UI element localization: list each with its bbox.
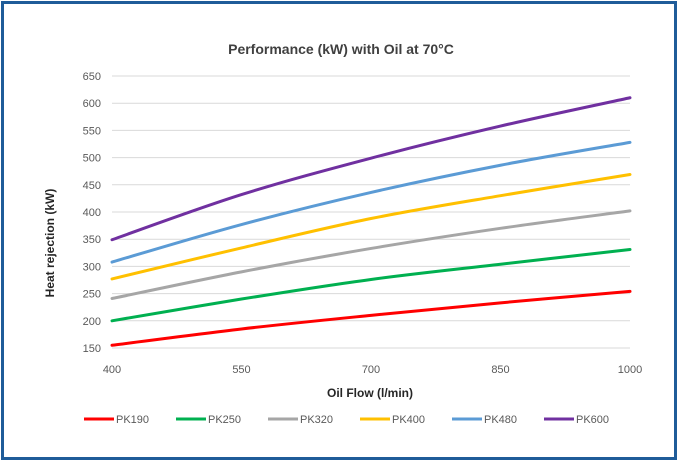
chart-title: Performance (kW) with Oil at 70°C — [228, 41, 454, 57]
x-tick-label: 1000 — [618, 364, 642, 376]
gridlines — [112, 75, 630, 349]
legend-label-pk600: PK600 — [576, 414, 609, 426]
legend: PK190 PK250 PK320 PK400 PK480 PK600 — [84, 414, 609, 426]
y-tick-label: 650 — [83, 71, 101, 83]
y-axis-ticks: 150 200 250 300 350 400 450 500 550 600 650 — [83, 71, 101, 355]
x-tick-label: 400 — [103, 364, 121, 376]
y-tick-label: 150 — [83, 343, 101, 355]
y-tick-label: 250 — [83, 289, 101, 301]
series-lines — [110, 96, 632, 347]
y-tick-label: 300 — [83, 261, 101, 273]
y-axis-title: Heat rejection (kW) — [43, 189, 57, 298]
y-tick-label: 350 — [83, 234, 101, 246]
y-tick-label: 400 — [83, 207, 101, 219]
series-line-pk250 — [110, 248, 632, 323]
legend-label-pk190: PK190 — [116, 414, 149, 426]
series-line-pk190 — [110, 289, 632, 347]
legend-label-pk320: PK320 — [300, 414, 333, 426]
series-line-pk400 — [110, 172, 632, 281]
legend-label-pk400: PK400 — [392, 414, 425, 426]
y-tick-label: 550 — [83, 125, 101, 137]
x-tick-label: 850 — [491, 364, 509, 376]
x-axis-ticks: 400 550 700 850 1000 — [103, 364, 642, 376]
y-tick-label: 600 — [83, 98, 101, 110]
series-line-pk480 — [110, 140, 632, 264]
y-tick-label: 500 — [83, 153, 101, 165]
legend-label-pk480: PK480 — [484, 414, 517, 426]
chart-frame — [1, 1, 677, 460]
series-line-pk320 — [110, 209, 632, 300]
legend-label-pk250: PK250 — [208, 414, 241, 426]
x-tick-label: 700 — [362, 364, 380, 376]
x-axis-title: Oil Flow (l/min) — [327, 386, 413, 400]
x-tick-label: 550 — [232, 364, 250, 376]
y-tick-label: 200 — [83, 316, 101, 328]
y-tick-label: 450 — [83, 180, 101, 192]
series-line-pk600 — [110, 96, 632, 242]
